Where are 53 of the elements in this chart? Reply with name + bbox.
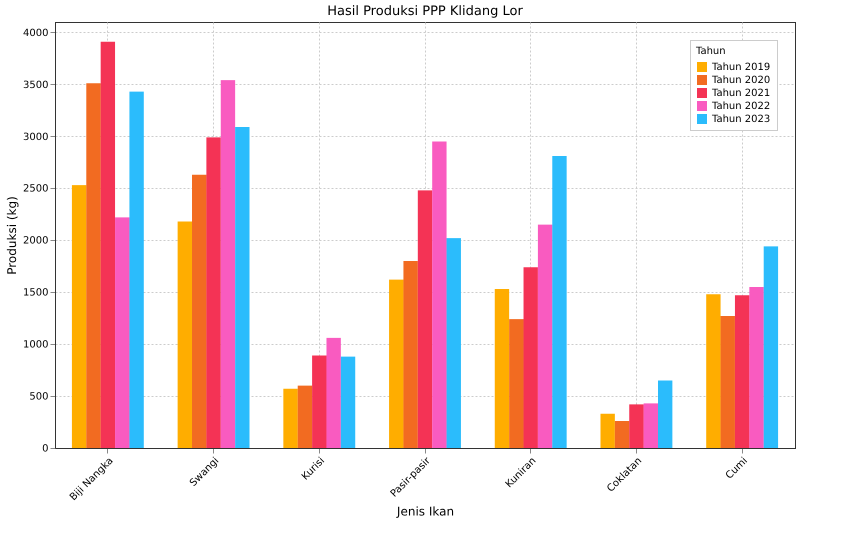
bar: [706, 294, 721, 448]
bar: [389, 280, 404, 448]
bar: [312, 356, 326, 448]
bar: [403, 260, 418, 448]
bar: [552, 156, 567, 448]
y-tick-label: 1000: [23, 340, 48, 351]
bar: [220, 80, 236, 448]
bar: [600, 414, 615, 448]
bar: [629, 404, 644, 448]
y-tick-label: 1500: [23, 288, 48, 299]
y-tick-label: 4000: [23, 28, 48, 39]
bar: [509, 319, 524, 448]
bar: [206, 137, 221, 448]
bar: [326, 338, 341, 448]
y-tick-label: 2000: [23, 236, 48, 247]
y-tick-label: 500: [29, 392, 48, 403]
bar: [192, 174, 206, 448]
bar: [538, 224, 552, 448]
bar: [734, 295, 750, 448]
legend-label: Tahun 2023: [711, 114, 770, 125]
bar: [524, 267, 538, 448]
bar: [178, 221, 192, 448]
bar: [432, 141, 447, 448]
bar: [100, 42, 116, 448]
y-axis-title: Produksi (kg): [5, 196, 20, 275]
x-axis-title: Jenis Ikan: [396, 504, 454, 518]
y-tick-label: 3500: [23, 80, 48, 91]
bar: [494, 289, 510, 448]
bar: [658, 380, 672, 448]
legend-title: Tahun: [695, 46, 726, 57]
chart-title: Hasil Produksi PPP Klidang Lor: [327, 4, 524, 19]
bar: [86, 83, 101, 448]
y-tick-label: 3000: [23, 132, 48, 143]
bar: [340, 356, 356, 448]
bar: [418, 190, 432, 448]
bar: [446, 238, 461, 448]
bar: [129, 92, 144, 448]
bar: [283, 388, 298, 448]
legend-label: Tahun 2022: [711, 101, 770, 112]
bar: [644, 403, 658, 448]
y-tick-label: 2500: [23, 184, 48, 195]
y-tick-label: 0: [42, 444, 48, 454]
bar: [764, 246, 778, 448]
legend-label: Tahun 2019: [711, 62, 770, 73]
bar: [298, 386, 312, 448]
bar: [749, 286, 764, 448]
bar: [115, 217, 130, 448]
bar: [235, 126, 250, 448]
bar: [720, 316, 735, 448]
legend-label: Tahun 2021: [711, 88, 770, 99]
bar: [72, 185, 86, 448]
bar: [614, 420, 630, 448]
legend-label: Tahun 2020: [711, 75, 770, 86]
